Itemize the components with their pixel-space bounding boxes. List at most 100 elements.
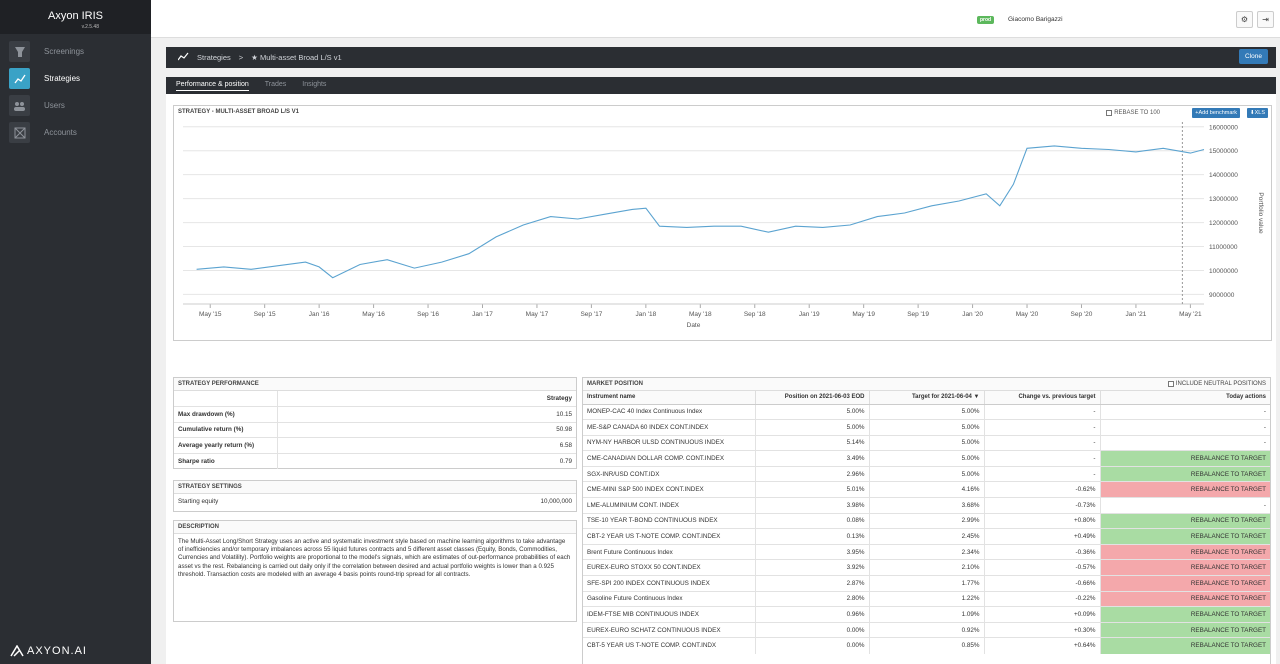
- target-value: 5.00%: [869, 403, 985, 420]
- performance-column: Strategy: [546, 395, 572, 403]
- position-value: 2.96%: [755, 465, 870, 482]
- x-tick-label: May '21: [1179, 311, 1202, 318]
- neutral-positions-checkbox[interactable]: INCLUDE NEUTRAL POSITIONS: [1167, 381, 1266, 387]
- table-row[interactable]: IDEM-FTSE MIB CONTINUOUS INDEX 0.96% 1.09%…: [583, 606, 1270, 623]
- sort-desc-icon: ▼: [973, 394, 980, 401]
- table-row[interactable]: CBT-2 YEAR US T-NOTE COMP. CONT.INDEX 0.1…: [583, 528, 1270, 545]
- instrument-name: CBT-5 YEAR US T-NOTE COMP. CONT.INDX: [583, 637, 756, 654]
- today-action[interactable]: REBALANCE TO TARGET: [1100, 559, 1270, 576]
- today-action[interactable]: REBALANCE TO TARGET: [1100, 606, 1270, 623]
- today-action[interactable]: REBALANCE TO TARGET: [1100, 637, 1270, 654]
- table-row: Average yearly return (%) 6.58: [174, 437, 576, 454]
- today-action[interactable]: REBALANCE TO TARGET: [1100, 528, 1270, 545]
- app-name: Axyon IRIS: [47, 10, 104, 22]
- table-row[interactable]: SGX-INR/USD CONT.IDX 2.96% 5.00% - REBALANCE…: [583, 465, 1270, 482]
- instrument-name: ME-S&P CANADA 60 INDEX CONT.INDEX: [583, 419, 756, 436]
- col-actions[interactable]: Today actions: [1100, 391, 1270, 405]
- gear-icon: ⚙: [1240, 15, 1249, 24]
- today-action[interactable]: REBALANCE TO TARGET: [1100, 543, 1270, 560]
- target-value: 2.45%: [869, 528, 985, 545]
- change-value: -: [984, 403, 1101, 420]
- market-header-row: Instrument name Position on 2021-06-03 E…: [583, 391, 1270, 405]
- sidebar-item-users[interactable]: Users: [0, 92, 151, 119]
- breadcrumb-strategies[interactable]: Strategies: [197, 53, 231, 62]
- rebase-checkbox[interactable]: REBASE TO 100: [1106, 110, 1160, 116]
- sidebar: Axyon IRIS v.2.5.48 Screenings Strategie…: [0, 0, 151, 664]
- rebase-label: REBASE TO 100: [1114, 110, 1160, 116]
- today-action[interactable]: REBALANCE TO TARGET: [1100, 575, 1270, 592]
- settings-title: STRATEGY SETTINGS: [174, 481, 576, 494]
- settings-panel: STRATEGY SETTINGS Starting equity 10,000…: [173, 480, 577, 512]
- x-tick-label: Sep '15: [254, 311, 276, 318]
- table-row[interactable]: CME-MINI S&P 500 INDEX CONT.INDEX 5.01% 4.…: [583, 481, 1270, 498]
- logout-button[interactable]: ⇥: [1257, 11, 1274, 28]
- change-value: +0.49%: [984, 528, 1101, 545]
- col-target[interactable]: Target for 2021-06-04 ▼: [869, 391, 985, 405]
- change-value: -0.36%: [984, 543, 1101, 560]
- table-row[interactable]: NYM-NY HARBOR ULSD CONTINUOUS INDEX 5.14%…: [583, 434, 1270, 451]
- x-tick-label: Jan '20: [962, 311, 983, 318]
- tab-insights[interactable]: Insights: [302, 81, 327, 88]
- instrument-name: CME-MINI S&P 500 INDEX CONT.INDEX: [583, 481, 756, 498]
- x-tick-label: May '17: [526, 311, 549, 318]
- position-value: 0.96%: [755, 606, 870, 623]
- table-row[interactable]: EUREX-EURO SCHATZ CONTINUOUS INDEX 0.00% 0…: [583, 621, 1270, 638]
- table-row[interactable]: Gasoline Future Continuous Index 2.80% 1.2…: [583, 590, 1270, 607]
- table-row[interactable]: CBT-5 YEAR US T-NOTE COMP. CONT.INDX 0.00…: [583, 637, 1270, 654]
- instrument-name: Gasoline Future Continuous Index: [583, 590, 756, 607]
- breadcrumb-current: ★ Multi-asset Broad L/S v1: [251, 53, 342, 62]
- table-row[interactable]: LME-ALUMINIUM CONT. INDEX 3.98% 3.68% -0.73…: [583, 497, 1270, 514]
- footer-logo-text: AXYON.AI: [27, 645, 87, 657]
- tab-performance[interactable]: Performance & position: [176, 81, 249, 91]
- tab-trades[interactable]: Trades: [264, 81, 287, 88]
- table-row[interactable]: EUREX-EURO STOXX 50 CONT.INDEX 3.92% 2.10%…: [583, 559, 1270, 576]
- table-row[interactable]: Brent Future Continuous Index 3.95% 2.34% -…: [583, 543, 1270, 560]
- metric-label: Max drawdown (%): [174, 406, 278, 423]
- target-value: 0.85%: [869, 637, 985, 654]
- x-tick-label: May '20: [1016, 311, 1039, 318]
- today-action[interactable]: REBALANCE TO TARGET: [1100, 465, 1270, 482]
- position-value: 5.00%: [755, 403, 870, 420]
- col-instrument[interactable]: Instrument name: [583, 391, 756, 405]
- change-value: -: [984, 419, 1101, 436]
- checkbox-icon: [1167, 381, 1174, 387]
- metric-label: Sharpe ratio: [174, 452, 278, 469]
- table-row[interactable]: TSE-10 YEAR T-BOND CONTINUOUS INDEX 0.08%…: [583, 512, 1270, 529]
- target-value: 5.00%: [869, 450, 985, 467]
- change-value: -: [984, 450, 1101, 467]
- user-name[interactable]: Giacomo Barigazzi: [1008, 16, 1063, 23]
- description-text: The Multi-Asset Long/Short Strategy uses…: [178, 538, 571, 578]
- sidebar-item-accounts[interactable]: Accounts: [0, 119, 151, 146]
- today-action[interactable]: REBALANCE TO TARGET: [1100, 512, 1270, 529]
- position-value: 2.87%: [755, 575, 870, 592]
- position-value: 2.80%: [755, 590, 870, 607]
- chart-line-icon: [9, 68, 30, 89]
- table-row[interactable]: MONEP-CAC 40 Index Continuous Index 5.00%…: [583, 403, 1270, 420]
- col-change[interactable]: Change vs. previous target: [984, 391, 1101, 405]
- table-row[interactable]: CME-CANADIAN DOLLAR COMP. CONT.INDEX 3.49…: [583, 450, 1270, 467]
- today-action[interactable]: REBALANCE TO TARGET: [1100, 621, 1270, 638]
- table-row[interactable]: ME-S&P CANADA 60 INDEX CONT.INDEX 5.00% 5.…: [583, 419, 1270, 436]
- x-tick-label: Sep '18: [744, 311, 766, 318]
- today-action[interactable]: REBALANCE TO TARGET: [1100, 481, 1270, 498]
- today-action[interactable]: REBALANCE TO TARGET: [1100, 450, 1270, 467]
- sidebar-item-screenings[interactable]: Screenings: [0, 38, 151, 65]
- col-position[interactable]: Position on 2021-06-03 EOD: [755, 391, 870, 405]
- today-action[interactable]: REBALANCE TO TARGET: [1100, 590, 1270, 607]
- target-value: 4.16%: [869, 481, 985, 498]
- table-row[interactable]: SFE-SPI 200 INDEX CONTINUOUS INDEX 2.87% 1…: [583, 575, 1270, 592]
- instrument-name: CBT-2 YEAR US T-NOTE COMP. CONT.INDEX: [583, 528, 756, 545]
- target-value: 0.92%: [869, 621, 985, 638]
- settings-button[interactable]: ⚙: [1236, 11, 1253, 28]
- xls-button[interactable]: ⬇XLS: [1246, 108, 1268, 118]
- sidebar-item-strategies[interactable]: Strategies: [0, 65, 151, 92]
- instrument-name: MONEP-CAC 40 Index Continuous Index: [583, 403, 756, 420]
- add-benchmark-button[interactable]: +Add benchmark: [1192, 108, 1240, 118]
- instrument-name: EUREX-EURO STOXX 50 CONT.INDEX: [583, 559, 756, 576]
- x-axis-label: Date: [687, 322, 701, 329]
- clone-button[interactable]: Clone: [1239, 49, 1268, 64]
- x-tick-label: May '18: [689, 311, 712, 318]
- instrument-name: Brent Future Continuous Index: [583, 543, 756, 560]
- y-tick-label: 9000000: [1209, 292, 1235, 299]
- y-tick-label: 16000000: [1209, 124, 1238, 131]
